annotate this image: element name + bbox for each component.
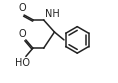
Text: O: O	[18, 3, 26, 13]
Text: O: O	[19, 29, 26, 39]
Text: NH: NH	[45, 9, 59, 19]
Text: HO: HO	[15, 58, 30, 68]
